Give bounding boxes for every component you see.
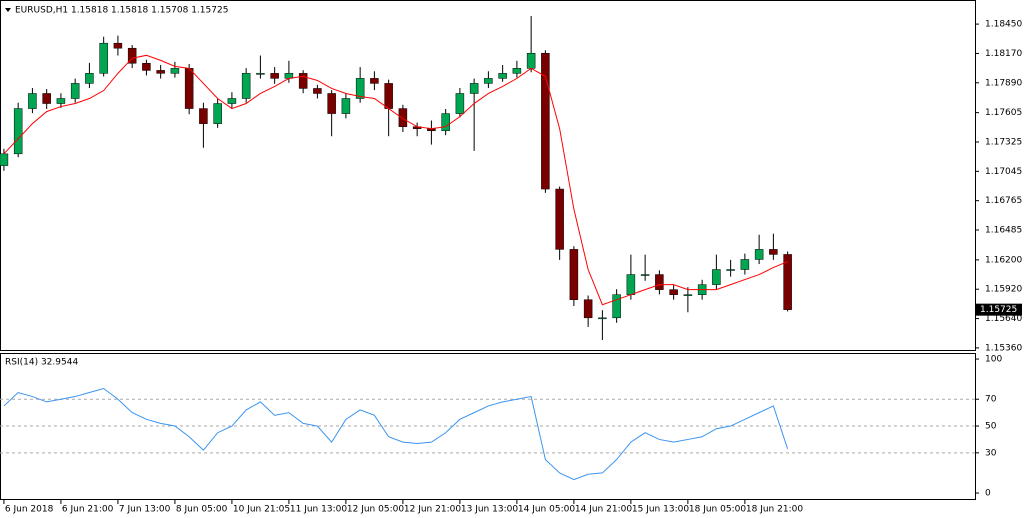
candle-body — [28, 93, 37, 109]
x-tick-label: 15 Jun 13:00 — [632, 505, 689, 515]
candle-body — [0, 153, 9, 166]
candle-body — [70, 83, 80, 99]
y-tick-label: 50 — [985, 422, 997, 432]
candle-body — [199, 108, 208, 124]
candle-body — [384, 83, 393, 109]
candle-body — [484, 78, 493, 84]
candle-body — [740, 259, 750, 270]
candle-body — [441, 113, 450, 132]
candle-body — [327, 93, 336, 114]
candle-body — [669, 289, 678, 295]
y-tick-label: 1.17045 — [985, 167, 1022, 177]
candle-body — [184, 68, 194, 109]
candle-body — [612, 294, 621, 319]
chart-title: EURUSD,H1 1.15818 1.15818 1.15708 1.1572… — [15, 6, 228, 16]
rsi-title: RSI(14) 32.9544 — [5, 358, 78, 368]
candle-body — [156, 70, 165, 74]
price-tag — [976, 303, 1022, 316]
candle-body — [655, 274, 664, 290]
candle-body — [313, 88, 322, 94]
candle-body — [555, 188, 564, 250]
price-tag-label: 1.15725 — [980, 305, 1017, 315]
candle-body — [583, 299, 593, 319]
y-tick-label: 1.17325 — [985, 137, 1022, 147]
x-tick-label: 18 Jun 05:00 — [689, 505, 746, 515]
candle-body — [170, 68, 180, 74]
candle-body — [398, 108, 408, 127]
x-tick-label: 12 Jun 05:00 — [347, 505, 404, 515]
candle-body — [512, 68, 522, 74]
main-panel — [0, 0, 976, 351]
candle-body — [99, 42, 108, 74]
rsi-line — [3, 387, 789, 481]
candle-body — [256, 73, 265, 75]
candle-body — [754, 249, 764, 260]
x-tick-label: 10 Jun 21:05 — [233, 505, 290, 515]
y-tick-label: 1.17605 — [985, 108, 1022, 118]
x-tick-label: 14 Jun 05:00 — [518, 505, 575, 515]
candle-body — [769, 249, 778, 255]
candle-body — [526, 52, 536, 69]
candle-body — [370, 78, 379, 84]
y-tick-label: 1.15640 — [985, 314, 1022, 324]
y-tick-label: 1.15360 — [985, 343, 1022, 353]
y-tick-label: 1.16765 — [985, 196, 1022, 206]
y-tick-label: 100 — [985, 355, 1002, 365]
candle-body — [227, 98, 237, 104]
candle-body — [298, 73, 308, 89]
candle-body — [640, 274, 650, 276]
candle-body — [469, 83, 479, 94]
y-tick-label: 0 — [985, 489, 991, 499]
candle-body — [42, 93, 51, 104]
x-tick-label: 18 Jun 21:00 — [746, 505, 803, 515]
x-tick-label: 6 Jun 2018 — [5, 505, 54, 515]
candle-body — [142, 63, 151, 71]
x-tick-label: 6 Jun 21:00 — [62, 505, 114, 515]
y-tick-label: 1.18170 — [985, 49, 1022, 59]
candle-body — [569, 249, 579, 300]
candle-body — [712, 269, 721, 285]
candle-body — [626, 274, 636, 295]
candle-body — [241, 73, 251, 99]
x-tick-label: 13 Jun 13:00 — [461, 505, 518, 515]
candle-body — [541, 52, 550, 190]
candle-body — [498, 73, 507, 79]
candle-body — [355, 78, 365, 99]
menu-arrow[interactable] — [5, 8, 11, 12]
x-tick-label: 11 Jun 13:00 — [290, 505, 347, 515]
candle-body — [783, 254, 792, 310]
candle-body — [341, 98, 351, 114]
candle-body — [270, 73, 279, 79]
y-tick-label: 1.16485 — [985, 226, 1022, 236]
y-tick-label: 30 — [985, 448, 997, 458]
x-tick-label: 8 Jun 05:00 — [176, 505, 228, 515]
y-tick-label: 1.15920 — [985, 285, 1022, 295]
candle-body — [726, 269, 735, 271]
candle-body — [85, 73, 94, 84]
x-tick-label: 7 Jun 13:00 — [119, 505, 171, 515]
candle-body — [13, 108, 23, 155]
candle-body — [56, 98, 66, 104]
candle-body — [455, 93, 465, 114]
y-tick-label: 1.18450 — [985, 20, 1022, 30]
y-tick-label: 1.16200 — [985, 255, 1022, 265]
y-tick-label: 70 — [985, 395, 997, 405]
candle-body — [113, 42, 123, 49]
x-tick-label: 12 Jun 21:00 — [404, 505, 461, 515]
candle-body — [683, 294, 693, 296]
candle-body — [598, 317, 607, 320]
y-tick-label: 1.17890 — [985, 78, 1022, 88]
x-tick-label: 14 Jun 21:00 — [575, 505, 632, 515]
moving-average — [3, 54, 788, 306]
candle-body — [213, 103, 222, 124]
candle-body — [127, 47, 137, 64]
